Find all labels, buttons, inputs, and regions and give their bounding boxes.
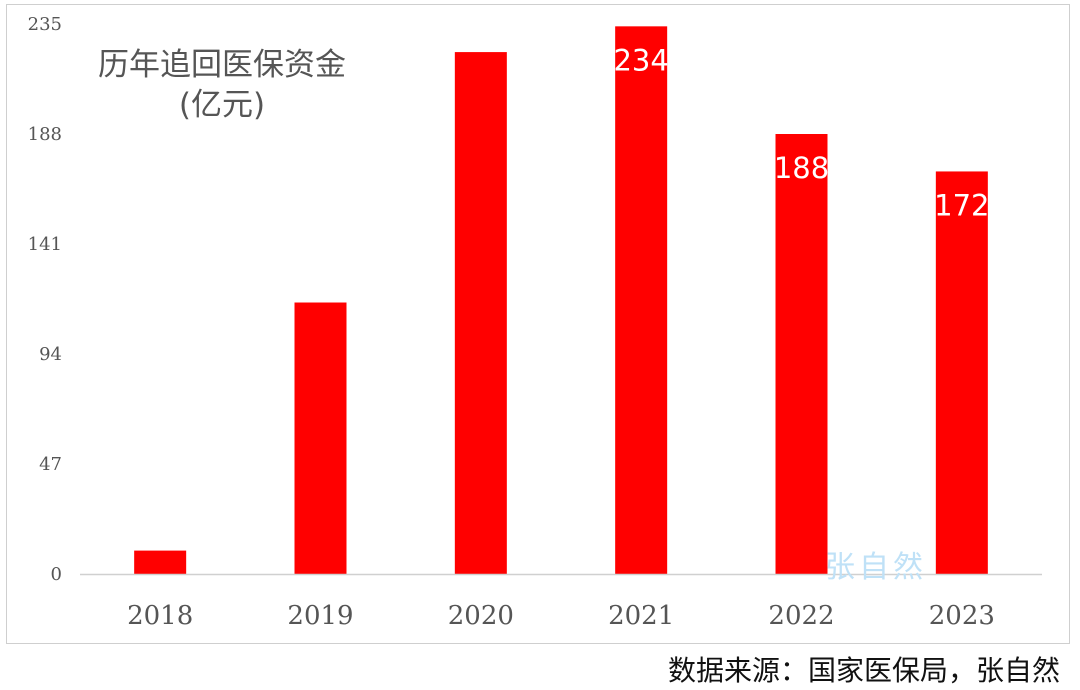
y-tick-label: 235 xyxy=(28,14,62,35)
bar-2018 xyxy=(134,550,187,574)
ticks-layer: 0 47 94 141 188 235 2018 2019 2020 2021 2022 2023 xyxy=(28,14,995,631)
source-note: 数据来源：国家医保局，张自然 xyxy=(668,654,1060,687)
chart-frame xyxy=(6,4,1070,644)
x-tick-label: 2018 xyxy=(127,601,193,631)
data-label: 172 xyxy=(934,188,989,222)
y-tick-label: 47 xyxy=(39,454,62,475)
y-tick-label: 94 xyxy=(39,344,62,365)
bar-2023 xyxy=(935,171,988,574)
y-tick-label: 0 xyxy=(51,564,62,585)
chart-title: 历年追回医保资金 xyxy=(98,47,346,83)
bar-2020 xyxy=(454,52,507,575)
bar-2021 xyxy=(615,26,668,574)
y-tick-label: 188 xyxy=(28,124,62,145)
chart-unit: (亿元) xyxy=(179,87,265,123)
bar-2019 xyxy=(294,302,347,574)
bar-2022 xyxy=(775,134,828,574)
bars-layer: 234 188 172 xyxy=(134,26,990,575)
data-label: 234 xyxy=(613,43,668,77)
y-tick-label: 141 xyxy=(28,234,62,255)
x-tick-label: 2022 xyxy=(768,601,834,631)
x-tick-label: 2021 xyxy=(608,601,674,631)
x-tick-label: 2023 xyxy=(929,601,995,631)
x-tick-label: 2019 xyxy=(287,601,353,631)
watermark-text: 张自然 xyxy=(825,550,927,585)
data-label: 188 xyxy=(774,151,829,185)
x-tick-label: 2020 xyxy=(448,601,514,631)
